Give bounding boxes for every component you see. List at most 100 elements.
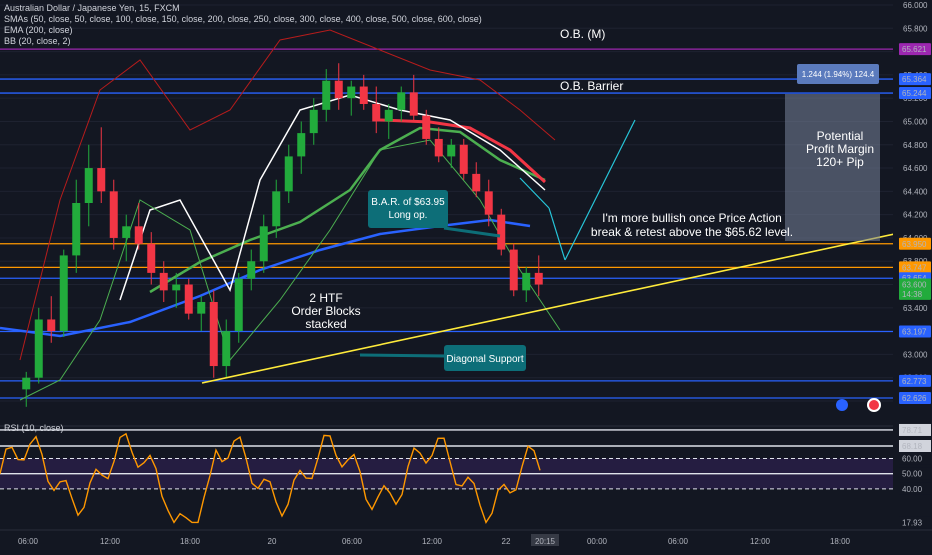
bar-callout-line-1: B.A.R. of $63.95 [371, 197, 445, 208]
time-tick-label: 06:00 [342, 537, 363, 546]
price-label-box [899, 391, 931, 404]
time-tick-label: 12:00 [422, 537, 443, 546]
price-tick-label: 64.600 [903, 164, 928, 173]
time-tick-label: 22 [502, 537, 511, 546]
candle-body [122, 226, 131, 238]
price-label-box [899, 374, 931, 387]
price-label-text: 63.197 [902, 327, 927, 336]
rsi-label-box [899, 452, 931, 465]
time-axis: 06:00 12:00 18:00 20 06:00 12:00 22 20:15 00:00 0… [0, 529, 932, 550]
rsi-label-box [899, 516, 931, 529]
drawings [201, 119, 900, 384]
price-label-text: 65.364 [902, 75, 927, 84]
rsi-tick-label: 17.93 [902, 519, 923, 528]
callout-pointer [359, 353, 445, 358]
smas-legend[interactable]: SMAs (50, close, 50, close, 100, close, … [4, 14, 482, 24]
ob-m-label: O.B. (M) [560, 27, 605, 41]
candle-body [97, 168, 106, 192]
candle-body [109, 191, 118, 238]
candle-body [197, 302, 206, 314]
bb-legend[interactable]: BB (20, close, 2) [4, 36, 71, 46]
candle-body [209, 302, 218, 367]
candle-body [59, 255, 68, 332]
candle-body [484, 191, 493, 215]
candle-body [284, 156, 293, 192]
price-label-box [899, 325, 931, 338]
htf-line-2: Order Blocks [291, 304, 360, 318]
ema-200-line [0, 218, 531, 338]
price-label-text: 63.950 [902, 240, 927, 249]
price-label-box [899, 87, 931, 100]
candle-body [184, 284, 193, 314]
candle-body [509, 249, 518, 291]
event-marker-icon[interactable] [836, 399, 848, 411]
diagonal-support-box[interactable] [444, 345, 526, 371]
candle-body [222, 331, 231, 367]
price-label-text: 63.747 [902, 263, 927, 272]
rsi-label-box [899, 467, 931, 480]
time-tick-label: 18:00 [830, 537, 851, 546]
price-label-box [899, 261, 931, 274]
candle-body [47, 319, 56, 332]
diagonal-support-label: Diagonal Support [446, 354, 523, 365]
candle-body [34, 319, 43, 378]
sma-line-white [119, 94, 546, 301]
price-tick-label: 63.400 [903, 304, 928, 313]
rsi-label-box [899, 423, 931, 436]
candle-body [272, 191, 281, 227]
bar-callout-line-2: Long op. [389, 210, 428, 221]
candle-body [384, 109, 393, 122]
price-label-text: 63.600 [902, 281, 927, 290]
time-tick-label: 06:00 [668, 537, 689, 546]
callout-pointer [443, 226, 501, 238]
arrow-line [519, 177, 550, 209]
candle-body [159, 272, 168, 291]
candle-body [247, 261, 256, 279]
candle-body [534, 272, 543, 285]
candle-body [459, 144, 468, 174]
htf-line-1: 2 HTF [309, 291, 342, 305]
bollinger-lower [19, 139, 561, 401]
bullish-note-line-2: break & retest above the $65.62 level. [591, 225, 793, 239]
candle-body [397, 92, 406, 110]
candle-body [522, 272, 531, 291]
price-tick-label: 63.000 [903, 350, 928, 359]
rsi-tick-label: 78.71 [902, 426, 923, 435]
time-tick-label: 00:00 [587, 537, 608, 546]
diagonal-support-line [201, 232, 900, 384]
candle-body [359, 86, 368, 104]
bar-callout-box[interactable] [368, 190, 448, 228]
price-label-box [899, 73, 931, 86]
time-tick-label: 20 [268, 537, 277, 546]
sma-line [149, 126, 546, 294]
candle-body [259, 226, 268, 262]
arrow-line [548, 207, 566, 261]
candle-body [234, 278, 243, 332]
candle-body [347, 86, 356, 99]
price-label-text: 62.626 [902, 394, 927, 403]
candle-body [297, 133, 306, 157]
event-marker-icon[interactable] [867, 398, 881, 412]
candle-body [147, 243, 156, 273]
candle-body [134, 226, 143, 244]
price-axis: 66.00065.80065.60065.40065.20065.00064.8… [893, 0, 932, 550]
candle-body [372, 104, 381, 122]
candle-body [309, 109, 318, 134]
time-tick-label: 06:00 [18, 537, 39, 546]
candle-body [334, 80, 343, 99]
price-label-box [899, 278, 931, 291]
ema-legend[interactable]: EMA (200, close) [4, 25, 73, 35]
profit-label-text: 1.244 (1.94%) 124.4 [802, 70, 875, 79]
time-axis-bg [0, 530, 932, 550]
candle-body [322, 80, 331, 110]
price-label-text: 65.244 [902, 89, 927, 98]
price-label-box [899, 237, 931, 250]
profit-margin-box[interactable] [785, 94, 880, 241]
candles [22, 63, 543, 407]
ob-barrier-label: O.B. Barrier [560, 79, 623, 93]
rsi-legend[interactable]: RSI (10, close) [4, 423, 64, 433]
candle-body [497, 214, 506, 250]
symbol-title[interactable]: Australian Dollar / Japanese Yen, 15, FX… [4, 3, 180, 13]
